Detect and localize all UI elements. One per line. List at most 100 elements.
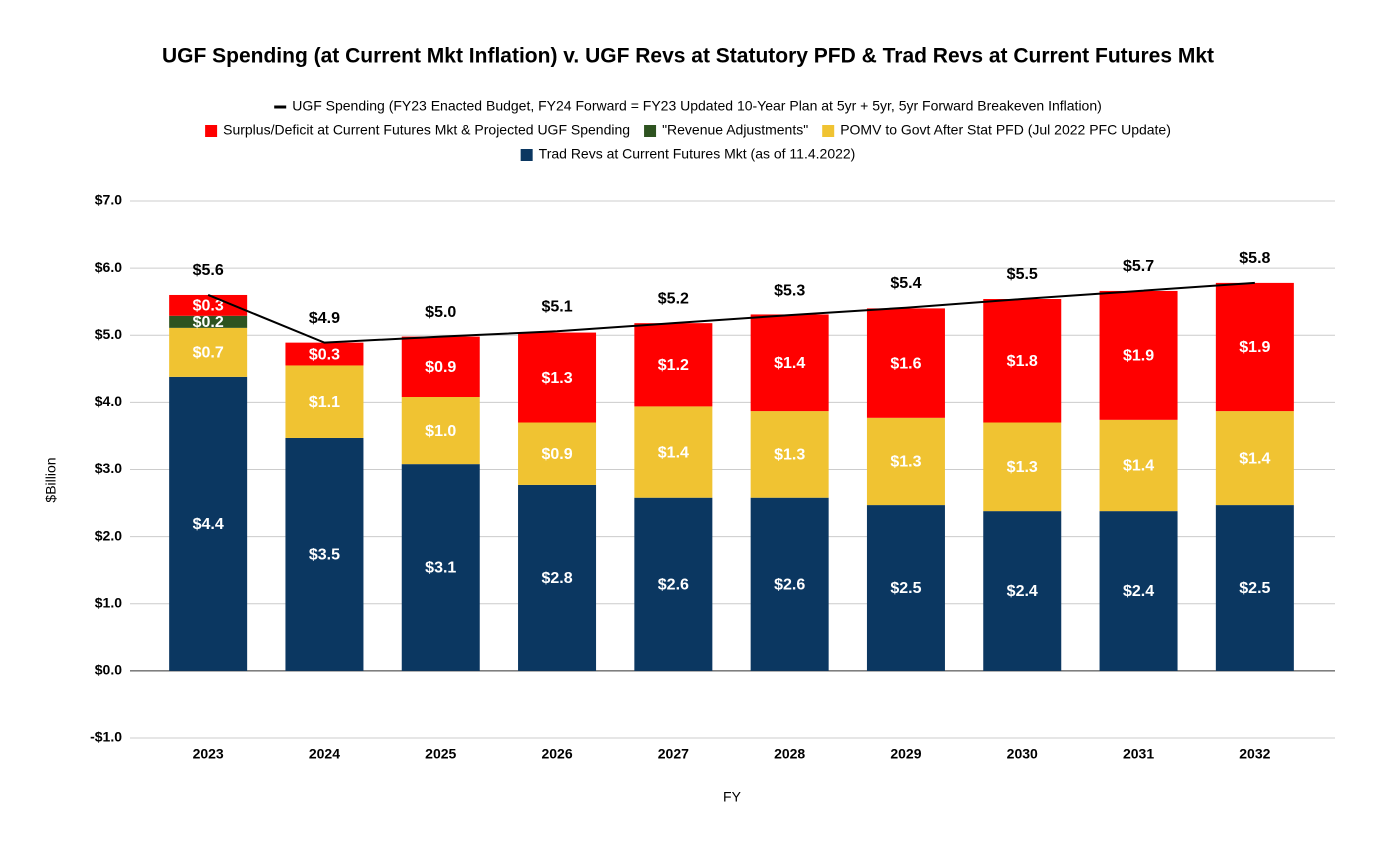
- data-label: $2.6: [658, 577, 689, 594]
- y-tick-label: $5.0: [95, 326, 122, 342]
- bar-segment: [401, 336, 480, 398]
- y-tick-label: $2.0: [95, 527, 122, 543]
- data-label: $1.6: [890, 355, 921, 372]
- bar-segment: [634, 323, 713, 407]
- data-label: $3.1: [425, 560, 456, 577]
- legend-label: Trad Revs at Current Futures Mkt (as of …: [539, 146, 856, 162]
- bar-segment: [401, 397, 480, 465]
- bar-segment: [634, 497, 713, 671]
- legend-label: UGF Spending (FY23 Enacted Budget, FY24 …: [292, 98, 1102, 114]
- data-label: $2.8: [541, 570, 572, 587]
- data-label: $2.5: [890, 580, 921, 597]
- bar-segment: [1215, 411, 1294, 506]
- y-tick-label: -$1.0: [90, 729, 122, 745]
- x-tick-label: 2032: [1239, 746, 1270, 762]
- data-label: $2.4: [1007, 583, 1038, 600]
- line-label: $4.9: [309, 310, 340, 327]
- line: [207, 281, 1255, 344]
- bar-segment: [750, 411, 829, 498]
- y-tick-label: $3.0: [95, 460, 122, 476]
- x-axis-title: FY: [723, 789, 742, 805]
- data-label: $1.0: [425, 423, 456, 440]
- legend-label: POMV to Govt After Stat PFD (Jul 2022 PF…: [840, 122, 1171, 138]
- x-tick-label: 2030: [1007, 746, 1038, 762]
- bar-segment: [750, 497, 829, 671]
- data-label: $1.3: [1007, 459, 1038, 476]
- bar-segment: [1215, 505, 1294, 671]
- bar-segment: [1099, 419, 1178, 512]
- data-label: $2.5: [1239, 580, 1270, 597]
- legend-label: Surplus/Deficit at Current Futures Mkt &…: [223, 122, 630, 138]
- y-tick-label: $1.0: [95, 594, 122, 610]
- data-label: $1.1: [309, 394, 340, 411]
- legend-marker: [205, 125, 218, 137]
- chart-title: UGF Spending (at Current Mkt Inflation) …: [162, 45, 1214, 68]
- bar-segment: [866, 417, 945, 506]
- bar-segment: [1099, 290, 1178, 420]
- bar-segment: [1099, 511, 1178, 671]
- data-label: $0.2: [193, 314, 224, 331]
- bar-segment: [983, 511, 1062, 671]
- data-label: $1.3: [890, 454, 921, 471]
- legend-marker: [520, 149, 533, 161]
- data-label: $2.6: [774, 577, 805, 594]
- data-label: $1.4: [658, 444, 689, 461]
- data-label: $1.9: [1239, 339, 1270, 356]
- bar-segment: [169, 327, 248, 377]
- bar-segment: [518, 332, 597, 423]
- data-label: $1.4: [774, 355, 805, 372]
- line-label: $5.3: [774, 282, 805, 299]
- bar-segment: [866, 505, 945, 671]
- x-tick-label: 2026: [541, 746, 572, 762]
- x-tick-label: 2027: [658, 746, 689, 762]
- bar-segment: [401, 464, 480, 671]
- line-label: $5.7: [1123, 258, 1154, 275]
- y-axis-title: $Billion: [43, 457, 59, 502]
- x-tick-label: 2029: [890, 746, 921, 762]
- bar-segment: [169, 315, 248, 328]
- x-tick-label: 2023: [193, 746, 224, 762]
- line-label: $5.6: [193, 262, 224, 279]
- data-label: $1.4: [1123, 458, 1154, 475]
- line-label: $5.0: [425, 304, 456, 321]
- bar-segment: [1215, 282, 1294, 412]
- legend-label: "Revenue Adjustments": [662, 122, 808, 138]
- data-label: $3.5: [309, 547, 340, 564]
- y-tick-label: $0.0: [95, 662, 122, 678]
- bar-segment: [285, 437, 364, 671]
- data-label: $1.8: [1007, 353, 1038, 370]
- data-label: $0.7: [193, 345, 224, 362]
- bar-segment: [169, 376, 248, 671]
- data-label: $1.9: [1123, 348, 1154, 365]
- y-tick-label: $6.0: [95, 259, 122, 275]
- bar-segment: [983, 299, 1062, 423]
- legend-marker: [644, 125, 657, 137]
- data-label: $1.2: [658, 357, 689, 374]
- y-tick-label: $4.0: [95, 393, 122, 409]
- legend-marker: [822, 125, 835, 137]
- bar-segment: [169, 294, 248, 316]
- data-label: $0.3: [193, 298, 224, 315]
- line-label: $5.4: [890, 275, 921, 292]
- line-label: $5.5: [1007, 266, 1038, 283]
- y-tick-label: $7.0: [95, 192, 122, 208]
- bar-segment: [866, 308, 945, 418]
- data-label: $4.4: [193, 516, 224, 533]
- line-label: $5.2: [658, 290, 689, 307]
- data-label: $0.9: [541, 446, 572, 463]
- x-tick-label: 2024: [309, 746, 340, 762]
- bar-segment: [518, 422, 597, 485]
- bar-segment: [634, 406, 713, 498]
- x-tick-label: 2028: [774, 746, 805, 762]
- line-label: $5.1: [541, 298, 572, 315]
- bar-segment: [518, 484, 597, 671]
- line-label: $5.8: [1239, 250, 1270, 267]
- data-label: $1.3: [774, 447, 805, 464]
- bar-segment: [983, 422, 1062, 512]
- data-label: $1.4: [1239, 450, 1270, 467]
- data-label: $0.3: [309, 346, 340, 363]
- bar-segment: [285, 342, 364, 366]
- data-label: $1.3: [541, 370, 572, 387]
- bar-segment: [750, 314, 829, 412]
- data-label: $2.4: [1123, 583, 1154, 600]
